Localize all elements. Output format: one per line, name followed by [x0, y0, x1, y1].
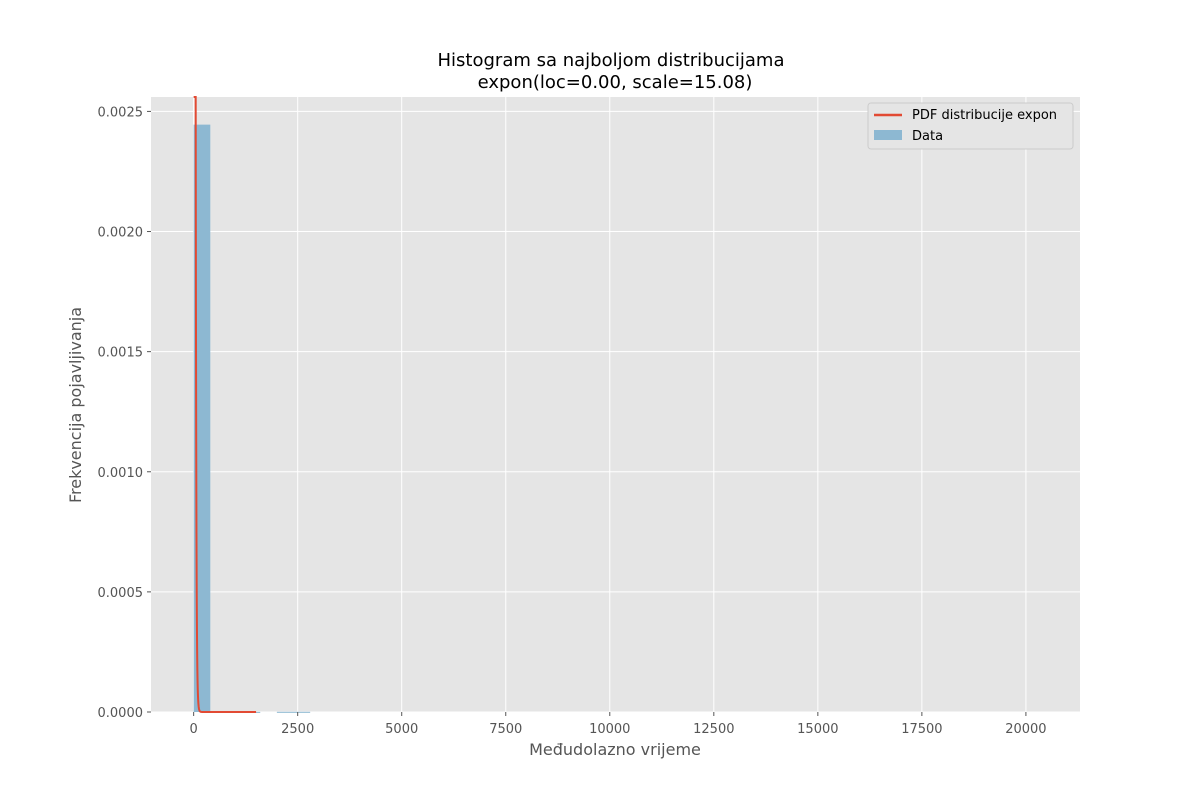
histogram-bar: [276, 711, 311, 713]
chart-title-line1: Histogram sa najboljom distribucijama: [438, 50, 785, 71]
x-axis-ticks: 0 2500 5000 7500 10000 12500 15000 17500 20000: [190, 712, 1047, 737]
legend-label-pdf: PDF distribucije expon: [912, 108, 1057, 123]
y-axis-label: Frekvencija pojavljivanja: [66, 307, 85, 503]
grid-lines: [151, 97, 1080, 713]
y-tick-label: 0.0025: [98, 105, 144, 120]
pdf-line-group: [193, 96, 257, 713]
legend-bar-swatch: [874, 130, 902, 140]
y-tick-label: 0.0020: [98, 226, 144, 241]
x-tick-label: 0: [190, 722, 198, 737]
x-tick-label: 7500: [489, 722, 522, 737]
legend-box: [867, 102, 1074, 150]
x-tick-label: 5000: [385, 722, 418, 737]
y-tick-label: 0.0005: [98, 586, 144, 601]
x-tick-label: 17500: [901, 722, 942, 737]
histogram-bar: [193, 124, 211, 712]
x-tick-label: 12500: [693, 722, 734, 737]
chart-title-line2: expon(loc=0.00, scale=15.08): [478, 72, 753, 93]
x-tick-label: 15000: [797, 722, 838, 737]
x-tick-label: 2500: [281, 722, 314, 737]
pdf-line: [193, 96, 257, 713]
plot-area: [151, 97, 1080, 712]
y-axis-ticks: 0.0000 0.0005 0.0010 0.0015 0.0020 0.0025: [98, 105, 151, 721]
y-tick-label: 0.0000: [98, 706, 144, 721]
y-tick-label: 0.0010: [98, 466, 144, 481]
x-tick-label: 20000: [1005, 722, 1046, 737]
x-tick-label: 10000: [589, 722, 630, 737]
legend: PDF distribucije expon Data: [867, 102, 1074, 150]
y-tick-label: 0.0015: [98, 346, 144, 361]
legend-label-data: Data: [912, 129, 943, 144]
x-axis-label: Međudolazno vrijeme: [529, 740, 701, 759]
